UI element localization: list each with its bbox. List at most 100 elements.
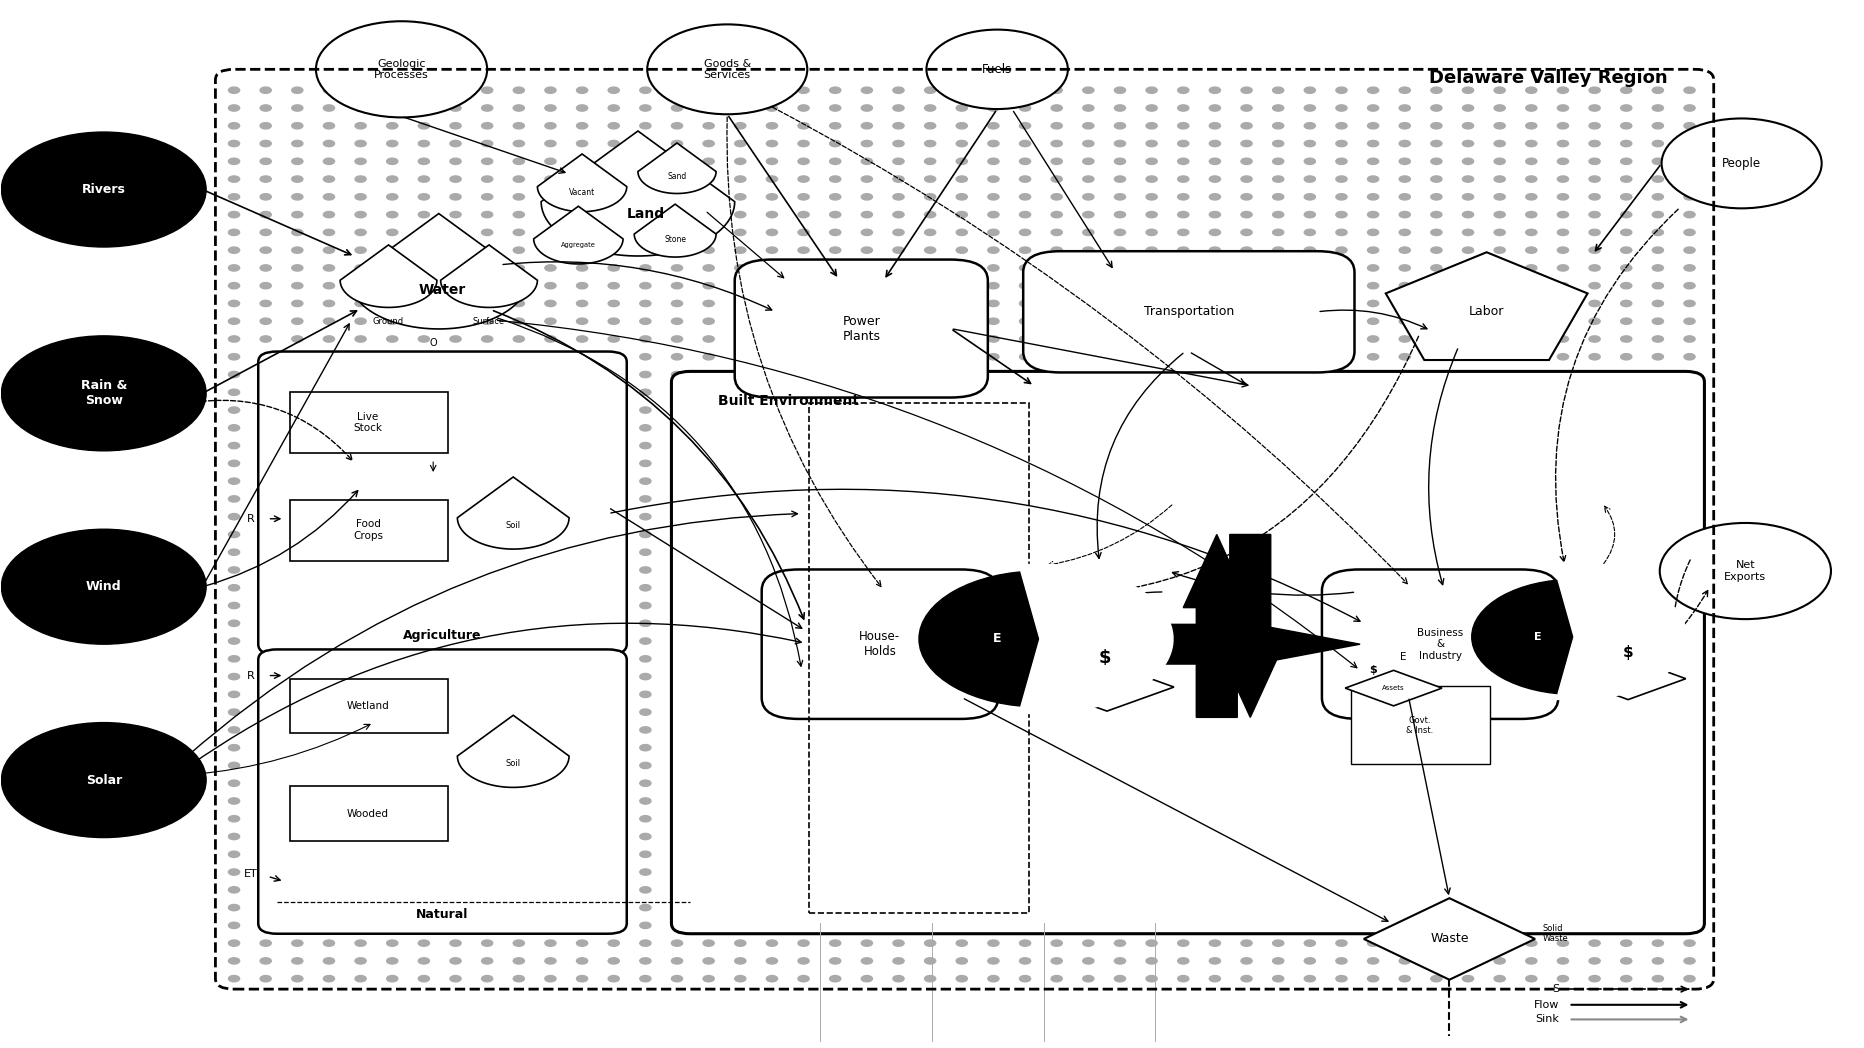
Circle shape: [1241, 496, 1253, 502]
Circle shape: [481, 460, 492, 466]
Circle shape: [1556, 389, 1568, 395]
Circle shape: [1020, 709, 1031, 716]
Circle shape: [734, 869, 746, 875]
Circle shape: [449, 496, 460, 502]
Circle shape: [1432, 585, 1443, 591]
Circle shape: [734, 638, 746, 645]
Circle shape: [1146, 531, 1158, 538]
Circle shape: [1020, 478, 1031, 484]
Circle shape: [1495, 496, 1506, 502]
Circle shape: [703, 904, 714, 911]
Circle shape: [1683, 265, 1694, 271]
Circle shape: [956, 851, 967, 857]
Circle shape: [261, 815, 272, 822]
Circle shape: [1495, 371, 1506, 377]
Circle shape: [322, 726, 334, 733]
Circle shape: [1178, 815, 1189, 822]
Circle shape: [1273, 815, 1284, 822]
Circle shape: [354, 140, 365, 147]
Polygon shape: [349, 214, 528, 329]
Circle shape: [671, 798, 682, 804]
Circle shape: [1178, 478, 1189, 484]
Circle shape: [1683, 904, 1694, 911]
Circle shape: [798, 87, 809, 93]
Circle shape: [671, 851, 682, 857]
Circle shape: [1210, 105, 1221, 111]
Text: Solar: Solar: [86, 773, 121, 787]
Circle shape: [1652, 549, 1663, 555]
Circle shape: [1556, 496, 1568, 502]
Circle shape: [608, 887, 619, 893]
Circle shape: [1178, 922, 1189, 929]
Circle shape: [1020, 549, 1031, 555]
Circle shape: [734, 301, 746, 307]
Circle shape: [449, 567, 460, 573]
Circle shape: [386, 460, 397, 466]
Circle shape: [544, 301, 555, 307]
Circle shape: [1620, 692, 1631, 698]
FancyBboxPatch shape: [291, 786, 447, 840]
Circle shape: [861, 709, 872, 716]
Circle shape: [1620, 869, 1631, 875]
Circle shape: [544, 531, 555, 538]
Circle shape: [703, 123, 714, 129]
Circle shape: [481, 212, 492, 218]
Text: $: $: [1624, 646, 1633, 660]
Circle shape: [1115, 762, 1126, 768]
Text: Labor: Labor: [1469, 305, 1504, 319]
Circle shape: [481, 603, 492, 609]
Circle shape: [322, 692, 334, 698]
Circle shape: [1336, 815, 1348, 822]
Circle shape: [1210, 922, 1221, 929]
Circle shape: [766, 976, 777, 982]
Circle shape: [1336, 976, 1348, 982]
Circle shape: [1020, 212, 1031, 218]
Circle shape: [1463, 780, 1474, 786]
Circle shape: [798, 620, 809, 627]
Circle shape: [322, 335, 334, 342]
Circle shape: [544, 442, 555, 449]
Circle shape: [1241, 656, 1253, 662]
Circle shape: [386, 709, 397, 716]
Circle shape: [354, 531, 365, 538]
Circle shape: [1652, 460, 1663, 466]
Circle shape: [1178, 301, 1189, 307]
Circle shape: [1115, 123, 1126, 129]
Circle shape: [1400, 940, 1411, 946]
Circle shape: [1305, 709, 1316, 716]
Circle shape: [671, 265, 682, 271]
Circle shape: [608, 780, 619, 786]
Circle shape: [639, 833, 651, 839]
Circle shape: [1556, 549, 1568, 555]
Circle shape: [893, 389, 904, 395]
Circle shape: [576, 265, 587, 271]
Circle shape: [1305, 887, 1316, 893]
Circle shape: [386, 212, 397, 218]
Circle shape: [703, 335, 714, 342]
Circle shape: [734, 833, 746, 839]
Circle shape: [261, 531, 272, 538]
Circle shape: [229, 87, 240, 93]
Circle shape: [671, 922, 682, 929]
Circle shape: [1178, 176, 1189, 182]
Text: Agriculture: Agriculture: [403, 629, 481, 642]
Circle shape: [766, 353, 777, 359]
Circle shape: [449, 726, 460, 733]
Circle shape: [1051, 389, 1062, 395]
Circle shape: [1146, 603, 1158, 609]
Circle shape: [1556, 531, 1568, 538]
Circle shape: [956, 140, 967, 147]
Circle shape: [418, 833, 429, 839]
Circle shape: [703, 514, 714, 520]
Circle shape: [1588, 940, 1599, 946]
Circle shape: [1273, 123, 1284, 129]
Circle shape: [1463, 904, 1474, 911]
Circle shape: [576, 762, 587, 768]
Circle shape: [703, 194, 714, 200]
Circle shape: [1051, 531, 1062, 538]
Polygon shape: [1217, 534, 1284, 718]
Circle shape: [386, 478, 397, 484]
Circle shape: [1305, 283, 1316, 289]
Circle shape: [1463, 212, 1474, 218]
Circle shape: [671, 514, 682, 520]
